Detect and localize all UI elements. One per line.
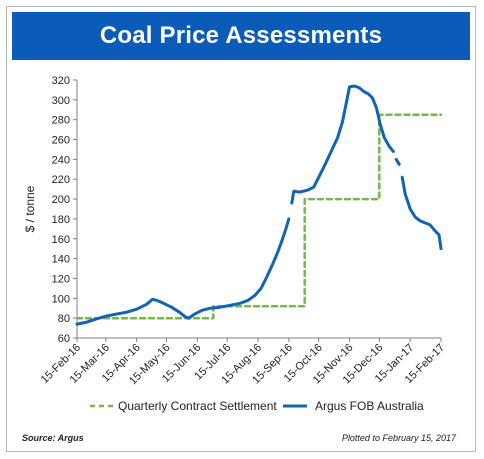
series-layer <box>75 84 443 326</box>
y-axis-label: $ / tonne <box>23 185 37 232</box>
legend-label-argus: Argus FOB Australia <box>315 399 424 413</box>
y-tick-label: 180 <box>52 214 70 226</box>
source-note: Source: Argus <box>22 433 84 443</box>
series-line-contract-0 <box>75 113 443 320</box>
plotted-note: Plotted to February 15, 2017 <box>341 433 456 443</box>
y-tick-label: 280 <box>52 115 70 127</box>
series-line-argus-0 <box>75 217 291 326</box>
chart-title: Coal Price Assessments <box>12 12 470 60</box>
axes-layer: 60 80 100 120 140 160 180 200 220 240 260 280 300 320… <box>23 75 447 387</box>
y-tick-label: 80 <box>58 313 70 325</box>
chart-frame <box>6 6 476 452</box>
y-tick-label: 100 <box>52 293 70 305</box>
y-tick-label: 140 <box>52 254 70 266</box>
y-tick-label: 260 <box>52 135 70 147</box>
legend: Quarterly Contract Settlement Argus FOB A… <box>90 399 424 413</box>
y-tick-label: 60 <box>58 333 70 345</box>
y-tick-label: 320 <box>52 75 70 87</box>
y-tick-label: 220 <box>52 174 70 186</box>
legend-label-contract: Quarterly Contract Settlement <box>118 399 277 413</box>
series-line-argus-2 <box>394 157 401 166</box>
y-tick-label: 160 <box>52 234 70 246</box>
y-tick-label: 200 <box>52 194 70 206</box>
y-tick-label: 120 <box>52 273 70 285</box>
series-line-argus-3 <box>400 175 443 251</box>
y-tick-label: 300 <box>52 95 70 107</box>
y-tick-label: 240 <box>52 154 70 166</box>
series-line-argus-1 <box>290 84 395 205</box>
